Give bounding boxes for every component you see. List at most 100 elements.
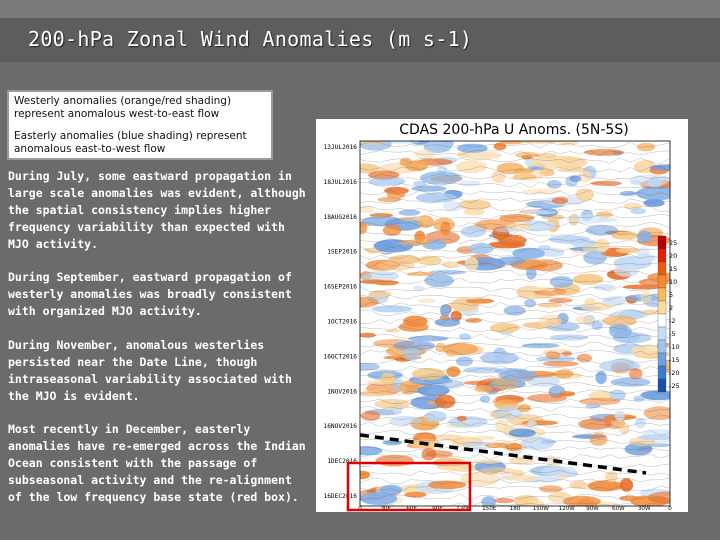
colorbar-swatch: [657, 352, 667, 367]
colorbar-label: -2: [669, 317, 675, 325]
contour-line: [360, 238, 670, 244]
anomaly-patch: [635, 186, 670, 201]
colorbar-swatch: [657, 261, 667, 276]
anomaly-patch: [368, 290, 392, 298]
anomaly-patch: [503, 305, 526, 316]
anomaly-patch: [405, 160, 428, 172]
contour-line: [360, 173, 670, 181]
anomaly-patch: [458, 180, 481, 187]
anomaly-patch: [637, 246, 650, 261]
anomaly-patch: [534, 152, 558, 159]
contour-line: [360, 429, 670, 436]
anomaly-patch: [424, 410, 447, 423]
colorbar-swatch: [657, 313, 667, 328]
contour-line: [360, 446, 670, 453]
anomaly-patch: [385, 328, 401, 333]
colorbar-swatch: [657, 300, 667, 315]
anomaly-patch: [630, 208, 646, 215]
anomaly-patch: [575, 315, 595, 325]
anomaly-patch: [545, 351, 561, 360]
anomaly-patch: [419, 171, 462, 185]
contour-line: [360, 414, 670, 421]
anomaly-patch: [637, 434, 670, 441]
contour-line: [360, 302, 670, 308]
contour-line: [360, 493, 670, 501]
anomaly-patch: [436, 464, 476, 471]
anomaly-patch: [583, 251, 607, 265]
anomaly-patch: [375, 454, 414, 467]
y-tick-label: 16DEC2016: [323, 493, 357, 500]
colorbar-label: -5: [669, 330, 675, 338]
contour-line: [360, 389, 670, 397]
y-axis-ticks: 13JUL2016 18JUL2016 18AUG2016 1SEP2016 16SEP…: [323, 144, 357, 500]
anomaly-patch: [619, 191, 638, 196]
anomaly-patch: [484, 442, 510, 448]
y-tick-label: 1OCT2016: [327, 319, 357, 326]
anomaly-patch: [398, 321, 429, 332]
anomaly-patch: [583, 149, 625, 156]
anomaly-patch: [636, 142, 656, 152]
anomaly-patch: [608, 324, 632, 339]
anomaly-patch: [521, 343, 560, 349]
paragraph-november: During November, anomalous westerlies pe…: [8, 338, 292, 403]
anomaly-patch: [446, 366, 461, 378]
plot-frame: [359, 140, 671, 507]
anomaly-patch: [585, 225, 619, 236]
x-tick-label: 30W: [638, 506, 651, 512]
y-tick-label: 18JUL2016: [323, 179, 357, 186]
anomaly-patch: [537, 302, 563, 308]
anomaly-patch: [494, 227, 518, 233]
contour-lines: [360, 141, 670, 506]
anomaly-patch: [413, 285, 425, 291]
x-tick-label: 150E: [482, 506, 497, 512]
anomaly-patch: [421, 447, 437, 461]
anomaly-patch: [423, 141, 452, 153]
slide-title: 200-hPa Zonal Wind Anomalies (m s-1): [28, 27, 473, 51]
anomaly-patch: [360, 141, 384, 146]
anomaly-patch: [489, 322, 520, 333]
y-tick-label: 13JUL2016: [323, 144, 357, 151]
anomaly-patch: [464, 257, 479, 271]
anomaly-patch: [415, 192, 457, 203]
anomaly-patch: [386, 191, 406, 199]
colorbar-label: -25: [669, 382, 680, 390]
contour-line: [360, 189, 670, 197]
anomaly-patch: [571, 239, 596, 248]
contour-line: [360, 198, 670, 205]
legend-easterly-text: Easterly anomalies (blue shading) repres…: [14, 130, 247, 155]
anomaly-patch: [569, 480, 588, 490]
contour-line: [360, 365, 670, 373]
anomaly-patch: [521, 420, 559, 426]
contour-line: [360, 398, 670, 404]
anomaly-patch: [528, 499, 545, 506]
contour-line: [360, 349, 670, 356]
anomaly-patch: [463, 366, 502, 374]
contour-line: [360, 205, 670, 212]
contour-line: [360, 470, 670, 476]
anomaly-patch: [465, 298, 495, 304]
contour-line: [360, 502, 670, 506]
anomaly-patch: [360, 391, 389, 397]
anomaly-patch: [637, 230, 652, 243]
paragraph-december: Most recently in December, easterly anom…: [8, 422, 306, 504]
colorbar-label: 2: [669, 304, 673, 312]
contour-line: [360, 270, 670, 276]
anomaly-patch: [496, 256, 525, 265]
contour-line: [360, 358, 670, 365]
contour-line: [360, 309, 670, 316]
x-tick-label: 150W: [533, 506, 550, 512]
anomaly-patch: [633, 395, 645, 403]
legend-westerly-text: Westerly anomalies (orange/red shading) …: [14, 95, 232, 120]
anomaly-patch: [460, 472, 500, 487]
anomaly-patch: [360, 163, 380, 174]
anomaly-patch: [382, 224, 402, 236]
y-tick-label: 18AUG2016: [323, 214, 357, 221]
anomaly-patch: [498, 369, 538, 381]
anomaly-patch: [461, 151, 502, 160]
anomaly-patch: [456, 415, 468, 422]
anomaly-patch: [551, 197, 569, 205]
anomaly-patch: [416, 255, 443, 266]
anomaly-patch: [442, 201, 463, 211]
anomaly-patch: [406, 271, 434, 276]
anomaly-patch: [602, 315, 637, 327]
